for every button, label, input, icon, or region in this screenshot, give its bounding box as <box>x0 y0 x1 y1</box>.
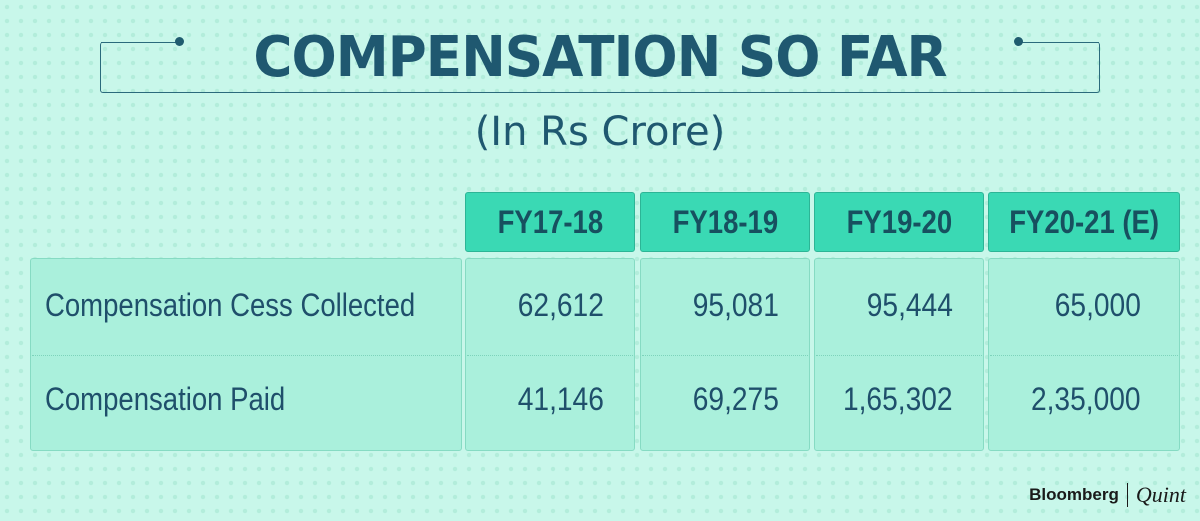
row-divider <box>816 355 982 356</box>
value-column-fy19-20: 95,444 1,65,302 <box>814 258 984 451</box>
table-cell: 62,612 <box>517 287 604 323</box>
column-header-fy19-20: FY19-20 <box>814 192 984 252</box>
value-column-fy17-18: 62,612 41,146 <box>465 258 635 451</box>
value-column-fy18-19: 95,081 69,275 <box>640 258 810 451</box>
chart-title: COMPENSATION SO FAR <box>253 25 947 90</box>
column-header-label: FY17-18 <box>497 203 603 240</box>
table-cell: 1,65,302 <box>843 381 953 417</box>
column-header-label: FY18-19 <box>672 203 778 240</box>
table-cell: 95,081 <box>692 287 779 323</box>
table-cell: 65,000 <box>1054 287 1141 323</box>
row-divider <box>990 355 1178 356</box>
column-header-label: FY20-21 (E) <box>1009 203 1159 240</box>
row-label-column: Compensation Cess Collected Compensation… <box>30 258 462 451</box>
row-divider <box>467 355 633 356</box>
column-header-label: FY19-20 <box>846 203 952 240</box>
logo-quint-text: Quint <box>1135 482 1186 507</box>
table-cell: 2,35,000 <box>1031 381 1141 417</box>
table-cell: 95,444 <box>866 287 953 323</box>
bloomberg-quint-logo: Bloomberg Quint <box>1029 482 1186 508</box>
table-cell: 41,146 <box>517 381 604 417</box>
column-header-fy18-19: FY18-19 <box>640 192 810 252</box>
title-frame-right-dot <box>1014 37 1023 46</box>
title-frame-top-right-line <box>1019 42 1099 43</box>
table-cell: 69,275 <box>692 381 779 417</box>
row-divider <box>32 355 460 356</box>
column-header-fy17-18: FY17-18 <box>465 192 635 252</box>
title-frame-top-left-line <box>101 42 179 43</box>
row-label-cess-collected: Compensation Cess Collected <box>45 287 416 323</box>
row-label-compensation-paid: Compensation Paid <box>45 381 286 417</box>
title-frame-left-dot <box>175 37 184 46</box>
column-header-fy20-21: FY20-21 (E) <box>988 192 1180 252</box>
title-frame <box>100 37 1100 93</box>
value-column-fy20-21: 65,000 2,35,000 <box>988 258 1180 451</box>
logo-bloomberg-text: Bloomberg <box>1029 485 1119 504</box>
row-divider <box>642 355 808 356</box>
logo-separator <box>1126 483 1128 507</box>
chart-subtitle: (In Rs Crore) <box>474 109 726 155</box>
